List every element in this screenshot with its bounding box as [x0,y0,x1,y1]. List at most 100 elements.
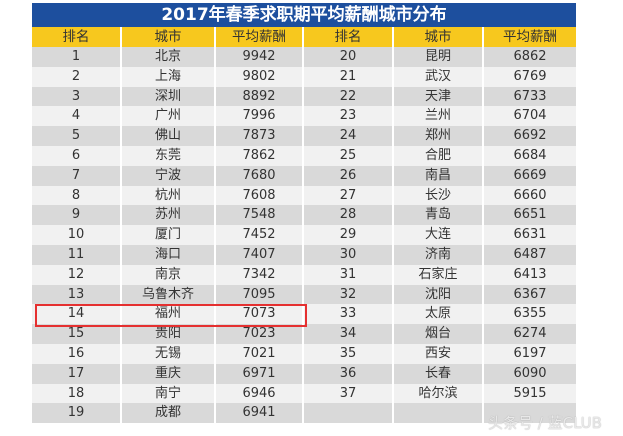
table-row: 13 乌鲁木齐 7095 32 沈阳 6367 [32,284,576,305]
left-salary-cell: 7021 [216,343,304,364]
left-salary-cell: 7342 [216,264,304,285]
header-salary: 平均薪酬 [216,27,304,47]
table-row: 7 宁波 7680 26 南昌 6669 [32,165,576,186]
right-salary-cell: 6669 [513,167,547,183]
table-row: 4 广州 7996 23 兰州 6704 [32,106,576,127]
left-city-cell: 东莞 [122,145,216,166]
table-body: 1 北京 9942 20 昆明 6862 2 上海 9802 21 武汉 6769 3 深圳 8892 22 天… [32,47,576,424]
left-city-cell: 重庆 [122,363,216,384]
left-city-cell: 上海 [122,66,216,87]
left-salary-cell: 7407 [216,244,304,265]
right-rank-cell: 21 [304,66,394,87]
right-salary-cell: 6684 [513,147,547,163]
right-salary-cell: 5915 [513,385,547,401]
right-rank-cell: 24 [304,126,394,146]
left-rank-cell: 18 [32,383,122,404]
right-salary-cell: 6487 [513,246,547,262]
left-city-cell: 福州 [122,304,216,325]
right-rank-cell: 22 [304,86,394,107]
left-city-cell: 苏州 [122,205,216,226]
left-rank-cell: 2 [32,66,122,87]
left-salary-cell: 7023 [216,324,304,344]
right-city-cell: 武汉 [394,66,484,87]
table-row: 8 杭州 7608 27 长沙 6660 [32,185,576,206]
left-rank-cell: 14 [32,304,122,325]
left-salary-cell: 7608 [216,185,304,206]
table-row: 9 苏州 7548 28 青岛 6651 [32,205,576,226]
right-city-cell: 长春 [394,363,484,384]
right-rank-cell: 35 [304,343,394,364]
left-rank-cell: 11 [32,244,122,265]
table-row: 2 上海 9802 21 武汉 6769 [32,66,576,87]
right-rank-cell: 31 [304,264,394,285]
right-city-cell: 济南 [394,244,484,265]
header-city: 城市 [122,27,216,47]
table-row: 11 海口 7407 30 济南 6487 [32,244,576,265]
left-rank-cell: 13 [32,284,122,305]
right-rank-cell: 20 [304,47,394,67]
left-rank-cell: 4 [32,106,122,127]
right-city-cell: 青岛 [394,205,484,226]
table-row: 1 北京 9942 20 昆明 6862 [32,47,576,67]
table-row: 17 重庆 6971 36 长春 6090 [32,363,576,384]
right-city-cell: 烟台 [394,324,484,344]
right-salary-cell: 6355 [513,306,547,322]
left-rank-cell: 17 [32,363,122,384]
right-rank-cell: 25 [304,145,394,166]
left-salary-cell: 9942 [216,47,304,67]
salary-table: 2017年春季求职期平均薪酬城市分布 排名 城市 平均薪酬 排名 城市 平均薪酬… [32,3,576,424]
table-row: 15 贵阳 7023 34 烟台 6274 [32,324,576,344]
left-salary-cell: 6946 [216,383,304,404]
left-city-cell: 宁波 [122,165,216,186]
right-salary-cell: 6090 [513,365,547,381]
right-city-cell: 石家庄 [394,264,484,285]
table-row: 10 厦门 7452 29 大连 6631 [32,225,576,245]
left-salary-cell: 7680 [216,165,304,186]
right-rank-cell: 26 [304,165,394,186]
right-city-cell: 天津 [394,86,484,107]
highlight-box [35,304,307,327]
left-rank-cell: 8 [32,185,122,206]
right-salary-cell: 6367 [513,286,547,302]
right-city-cell [394,403,484,424]
left-city-cell: 成都 [122,403,216,424]
table-row: 19 成都 6941 [32,403,576,424]
right-rank-cell [304,403,394,424]
left-city-cell: 南宁 [122,383,216,404]
left-rank-cell: 1 [32,47,122,67]
right-city-cell: 郑州 [394,126,484,146]
left-salary-cell: 7452 [216,225,304,245]
right-city-cell: 太原 [394,304,484,325]
left-rank-cell: 12 [32,264,122,285]
left-city-cell: 无锡 [122,343,216,364]
right-rank-cell: 28 [304,205,394,226]
left-salary-cell: 7996 [216,106,304,127]
right-salary-cell: 6274 [513,326,547,342]
right-city-cell: 昆明 [394,47,484,67]
right-rank-cell: 29 [304,225,394,245]
right-city-cell: 兰州 [394,106,484,127]
left-salary-cell: 7073 [216,304,304,325]
left-city-cell: 深圳 [122,86,216,107]
header-rank: 排名 [32,27,122,47]
left-salary-cell: 6971 [216,363,304,384]
right-rank-cell: 36 [304,363,394,384]
table-row: 5 佛山 7873 24 郑州 6692 [32,126,576,146]
left-rank-cell: 5 [32,126,122,146]
right-salary-cell: 6733 [513,88,547,104]
right-salary-cell: 6631 [513,227,547,243]
left-rank-cell: 7 [32,165,122,186]
right-rank-cell: 34 [304,324,394,344]
right-salary-cell: 6769 [513,68,547,84]
table-row: 16 无锡 7021 35 西安 6197 [32,343,576,364]
left-rank-cell: 10 [32,225,122,245]
right-city-cell: 哈尔滨 [394,383,484,404]
left-salary-cell: 6941 [216,403,304,424]
right-rank-cell: 23 [304,106,394,127]
header-city-2: 城市 [394,27,484,47]
left-rank-cell: 6 [32,145,122,166]
header-rank-2: 排名 [304,27,394,47]
left-salary-cell: 8892 [216,86,304,107]
table-row: 3 深圳 8892 22 天津 6733 [32,86,576,107]
left-city-cell: 北京 [122,47,216,67]
